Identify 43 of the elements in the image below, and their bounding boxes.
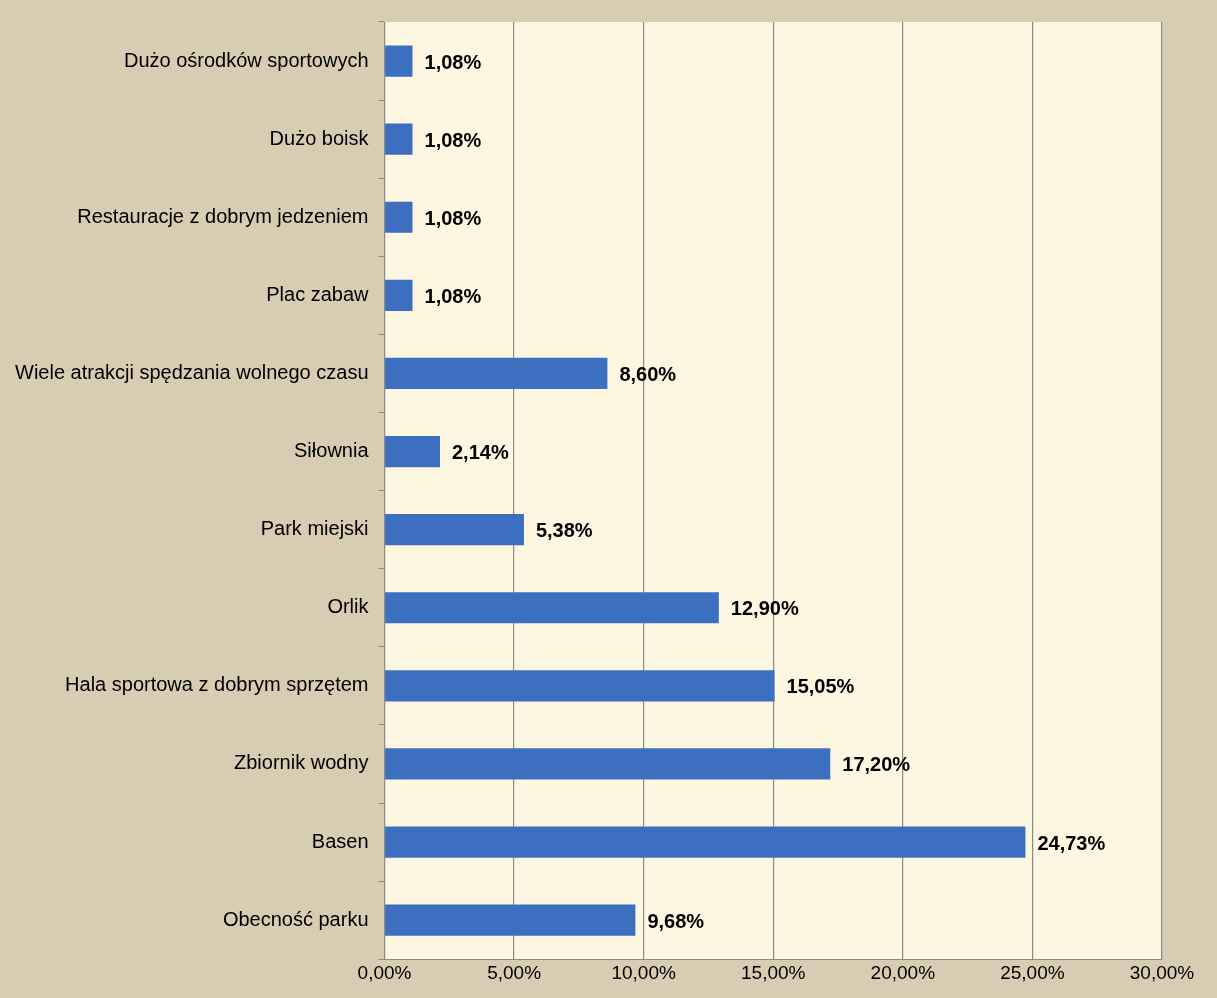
data-label: 1,08% — [424, 206, 482, 229]
data-label: 8,60% — [619, 362, 677, 385]
x-tick-label: 10,00% — [611, 961, 676, 983]
data-label: 9,68% — [647, 909, 705, 932]
y-tick-label: Obecność parku — [222, 907, 369, 930]
bar — [385, 592, 719, 624]
x-tick-label: 20,00% — [870, 961, 936, 983]
bar — [385, 123, 413, 155]
data-label: 24,73% — [1037, 831, 1106, 854]
data-label: 1,08% — [424, 50, 482, 73]
data-label: 2,14% — [451, 441, 509, 464]
bar — [385, 748, 831, 780]
bar — [385, 435, 440, 468]
data-label: 17,20% — [842, 753, 911, 776]
y-tick-label: Basen — [311, 829, 369, 852]
y-tick-label: Dużo boisk — [269, 126, 370, 149]
data-label: 12,90% — [730, 597, 799, 620]
y-tick-label: Hala sportowa z dobrym sprzętem — [65, 673, 369, 696]
y-tick-label: Plac zabaw — [266, 282, 370, 305]
data-label: 1,08% — [424, 284, 482, 307]
x-tick-label: 25,00% — [1000, 961, 1065, 983]
bar — [385, 357, 608, 390]
data-label: 5,38% — [535, 519, 593, 542]
y-tick-label: Dużo ośrodków sportowych — [123, 48, 369, 71]
x-tick-label: 5,00% — [487, 961, 542, 983]
bar — [385, 279, 413, 311]
bar — [385, 826, 1026, 858]
data-label: 1,08% — [424, 128, 482, 151]
y-tick-label: Zbiornik wodny — [234, 751, 369, 774]
bar — [385, 201, 413, 233]
bar — [385, 514, 524, 546]
data-label: 15,05% — [786, 675, 855, 698]
y-tick-label: Restauracje z dobrym jedzeniem — [77, 204, 369, 227]
x-tick-label: 15,00% — [741, 961, 806, 983]
bar — [385, 45, 413, 77]
bar — [385, 904, 636, 936]
y-tick-label: Orlik — [327, 595, 370, 618]
x-tick-label: 30,00% — [1129, 961, 1195, 983]
bar — [385, 670, 775, 702]
x-tick-label: 0,00% — [357, 961, 412, 983]
y-tick-label: Wiele atrakcji spędzania wolnego czasu — [15, 360, 369, 383]
y-tick-label: Park miejski — [260, 517, 369, 540]
y-tick-label: Siłownia — [294, 439, 370, 462]
